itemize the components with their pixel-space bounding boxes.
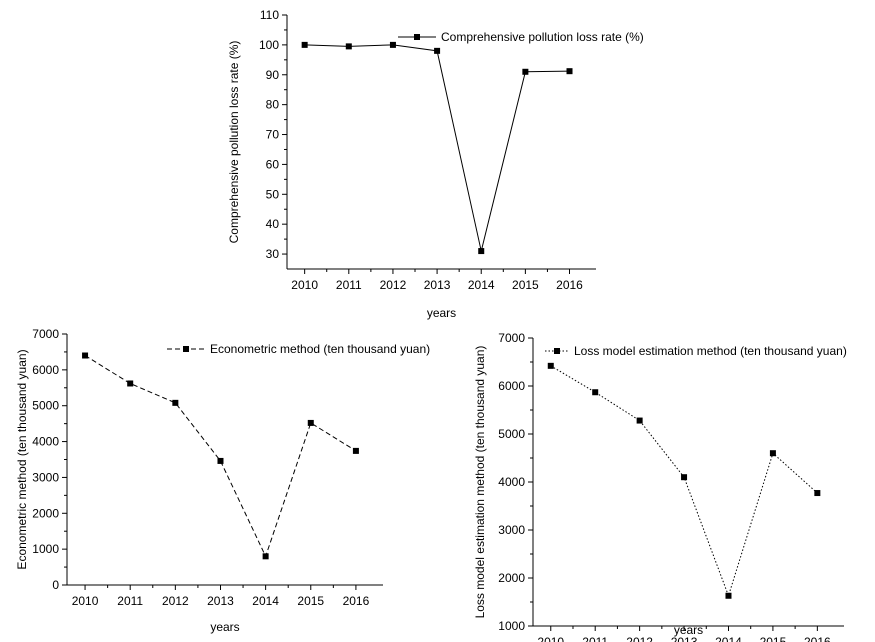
legend-label: Econometric method (ten thousand yuan): [210, 342, 430, 356]
x-tick-label: 2010: [291, 278, 318, 292]
data-point-marker: [389, 41, 396, 48]
y-tick-label: 40: [266, 217, 280, 231]
y-tick-label: 7000: [32, 327, 59, 341]
data-point-marker: [307, 419, 314, 426]
x-tick-label: 2012: [162, 594, 189, 608]
series-line: [304, 44, 570, 252]
data-point-marker: [522, 68, 529, 75]
data-point-marker: [352, 447, 359, 454]
chart-1: 30 40 50 60 70 80 90 100 110 2010 2011 2012 2013 2014…: [227, 8, 644, 320]
y-tick-label: 70: [266, 128, 280, 142]
x-tick-label: 2014: [468, 278, 495, 292]
x-tick-label: 2011: [117, 594, 143, 608]
y-axis-title: Comprehensive pollution loss rate (%): [227, 41, 241, 244]
y-tick-label: 4000: [498, 475, 525, 489]
y-tick-label: 1000: [32, 542, 59, 556]
x-tick-label: 2014: [715, 635, 742, 642]
x-tick-label: 2011: [336, 278, 362, 292]
y-tick-label: 80: [266, 98, 280, 112]
chart-2: 0 1000 2000 3000 4000 5000 6000 7000 2010 2011 201…: [15, 327, 430, 634]
series-line: [84, 355, 357, 558]
x-tick-label: 2012: [626, 635, 653, 642]
x-tick-label: 2015: [760, 635, 787, 642]
data-point-marker: [301, 41, 308, 48]
legend-label: Loss model estimation method (ten thousa…: [574, 344, 847, 358]
data-point-marker: [262, 553, 269, 560]
y-tick-label: 90: [266, 68, 280, 82]
y-tick-label: 60: [266, 157, 280, 171]
series-line: [550, 365, 818, 598]
data-point-marker: [769, 450, 776, 457]
y-tick-label: 6000: [498, 379, 525, 393]
data-point-marker: [478, 248, 485, 255]
x-tick-label: 2013: [207, 594, 234, 608]
data-point-marker: [681, 474, 688, 481]
x-tick-label: 2015: [512, 278, 539, 292]
y-tick-label: 3000: [32, 470, 59, 484]
legend-label: Comprehensive pollution loss rate (%): [441, 30, 644, 44]
x-tick-label: 2014: [252, 594, 279, 608]
x-tick-label: 2015: [297, 594, 324, 608]
x-tick-label: 2016: [343, 594, 370, 608]
data-point-marker: [566, 68, 573, 75]
y-tick-label: 7000: [498, 331, 525, 345]
data-point-marker: [127, 380, 134, 387]
y-axis-title: Loss model estimation method (ten thousa…: [473, 346, 487, 619]
y-tick-label: 100: [259, 38, 279, 52]
y-tick-label: 5000: [498, 427, 525, 441]
chart-3: 1000 2000 3000 4000 5000 6000 7000 2010 2011 2012…: [473, 331, 847, 642]
data-point-marker: [814, 490, 821, 497]
data-point-marker: [547, 362, 554, 369]
x-axis-title: years: [674, 623, 703, 637]
x-tick-label: 2013: [424, 278, 451, 292]
x-tick-label: 2016: [804, 635, 831, 642]
y-axis-title: Econometric method (ten thousand yuan): [15, 349, 29, 569]
x-tick-label: 2016: [556, 278, 583, 292]
x-tick-label: 2012: [380, 278, 407, 292]
legend-marker: [554, 348, 560, 354]
y-tick-label: 2000: [498, 571, 525, 585]
x-tick-label: 2013: [671, 635, 698, 642]
x-tick-label: 2011: [582, 635, 608, 642]
y-tick-label: 110: [260, 8, 279, 22]
x-tick-label: 2010: [537, 635, 564, 642]
y-tick-label: 30: [266, 247, 280, 261]
x-tick-label: 2010: [72, 594, 99, 608]
data-point-marker: [82, 352, 89, 359]
data-point-marker: [636, 417, 643, 424]
y-tick-label: 50: [266, 187, 280, 201]
y-tick-label: 6000: [32, 363, 59, 377]
y-tick-label: 2000: [32, 506, 59, 520]
y-tick-label: 0: [52, 578, 59, 592]
legend-marker: [183, 346, 189, 352]
y-tick-label: 5000: [32, 399, 59, 413]
data-point-marker: [217, 457, 224, 464]
legend-marker: [414, 34, 420, 40]
y-tick-label: 3000: [498, 523, 525, 537]
data-point-marker: [592, 389, 599, 396]
data-point-marker: [345, 43, 352, 50]
y-tick-label: 1000: [498, 619, 525, 633]
y-tick-label: 4000: [32, 435, 59, 449]
data-point-marker: [434, 47, 441, 54]
x-axis-title: years: [210, 620, 239, 634]
data-point-marker: [725, 592, 732, 599]
x-axis-title: years: [427, 306, 456, 320]
data-point-marker: [172, 399, 179, 406]
